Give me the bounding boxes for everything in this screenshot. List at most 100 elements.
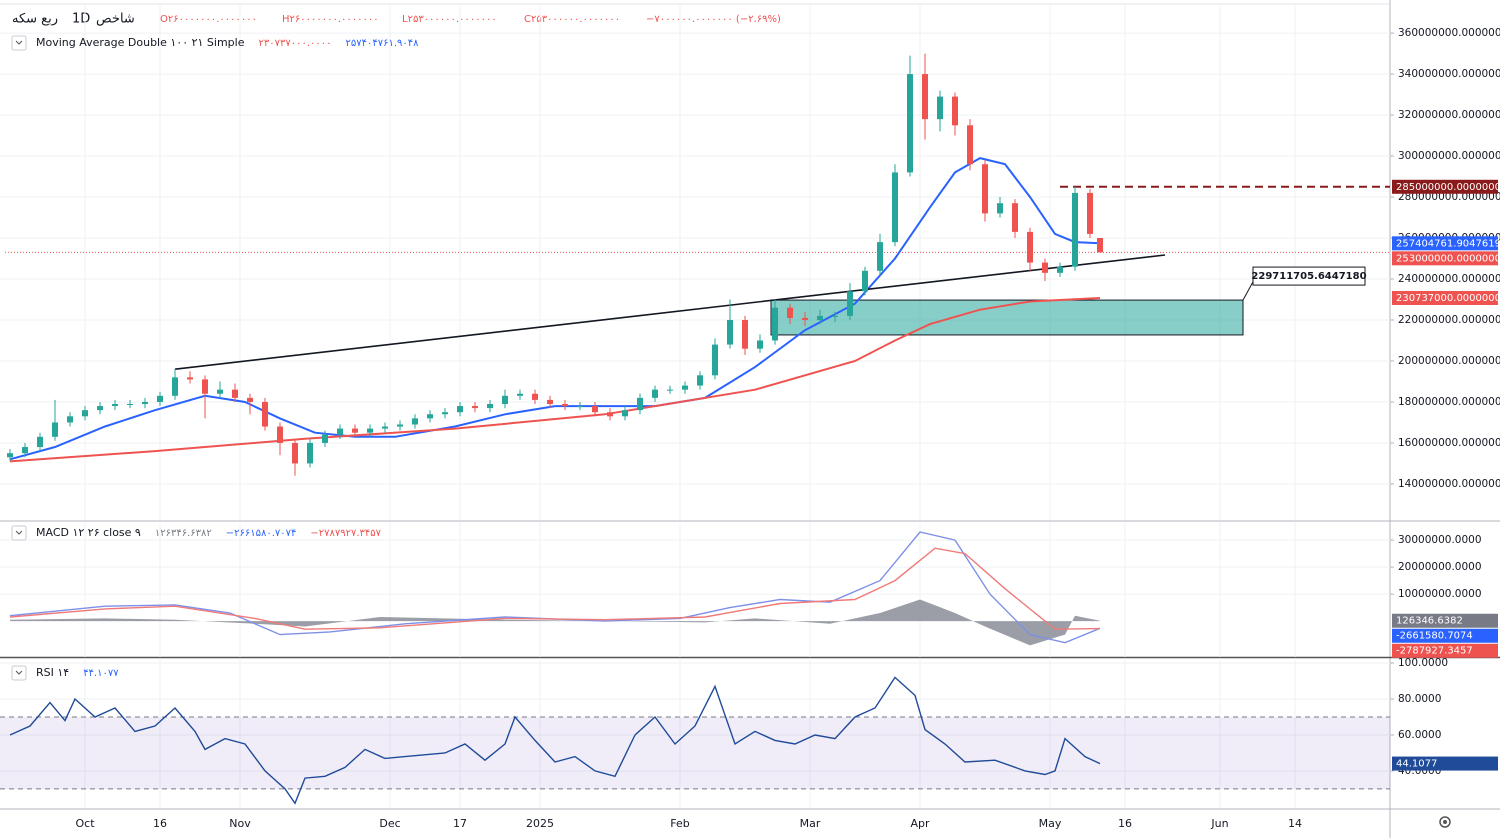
candle-body <box>922 74 928 120</box>
series-line <box>9 547 1101 630</box>
candle-body <box>877 242 883 271</box>
candle-body <box>382 426 388 429</box>
legend-title: MACD ۱۲ ۲۶ close ۹ <box>36 526 141 539</box>
legend-toggle[interactable] <box>11 35 27 51</box>
candle-body <box>502 395 508 405</box>
price-tag-label: 44.1077 <box>1396 759 1437 770</box>
candle-body <box>112 404 118 407</box>
legend-value: −۲۶۶۱۵۸۰.۷۰۷۴ <box>226 528 297 539</box>
y-tick-label: 100.0000 <box>1398 657 1448 669</box>
y-tick-label: 60.0000 <box>1398 729 1441 741</box>
legend-value: ۲۵۷۴۰۴۷۶۱.۹۰۴۸ <box>346 38 420 49</box>
price-tag-label: 285000000.0000000 <box>1396 182 1500 193</box>
y-tick-label: 140000000.0000000 <box>1398 478 1500 490</box>
y-tick-label: 360000000.0000000 <box>1398 27 1500 39</box>
candle-body <box>832 315 838 317</box>
candle-body <box>847 291 853 316</box>
candle-body <box>547 399 553 405</box>
ohlc-change: −۷۰۰۰۰۰۰.۰۰۰۰۰۰۰ (−۲.۶۹%) <box>646 14 781 25</box>
candle-body <box>247 397 253 402</box>
x-tick-label: Nov <box>229 817 251 830</box>
settings-icon[interactable] <box>1439 816 1451 828</box>
price-tag-label: -2661580.7074 <box>1396 631 1473 642</box>
candle-body <box>217 389 223 394</box>
price-tag-label: -2787927.3457 <box>1396 646 1473 657</box>
ohlc-open: O۲۶۰۰۰۰۰۰۰.۰۰۰۰۰۰۰ <box>160 14 257 25</box>
candle-body <box>277 426 283 443</box>
callout-label: 229711705.6447180 <box>1251 271 1366 282</box>
candle-body <box>637 397 643 411</box>
candle-body <box>667 389 673 391</box>
candle-body <box>517 393 523 396</box>
x-tick-label: 16 <box>153 817 167 830</box>
ohlc-close: C۲۵۳۰۰۰۰۰۰.۰۰۰۰۰۰۰ <box>524 14 620 25</box>
y-tick-label: 280000000.0000000 <box>1398 191 1500 203</box>
x-tick-label: May <box>1039 817 1062 830</box>
candle-body <box>1087 192 1093 234</box>
y-tick-label: 30000000.0000 <box>1398 534 1482 546</box>
series-line <box>9 676 1101 805</box>
candle-body <box>22 447 28 454</box>
candle-body <box>967 125 973 165</box>
y-tick-label: 320000000.0000000 <box>1398 109 1500 121</box>
pane: 360000000.0000000 340000000.0000000 320000… <box>0 27 1500 490</box>
x-tick-label: Oct <box>75 817 95 830</box>
candle-body <box>457 406 463 413</box>
candle-body <box>592 406 598 413</box>
candle-body <box>487 404 493 409</box>
legend-title: Moving Average Double ۱۰۰ ۲۱ Simple <box>36 36 245 49</box>
candle-body <box>757 340 763 349</box>
x-tick-label: Mar <box>800 817 821 830</box>
candle-body <box>172 377 178 396</box>
candle-body <box>952 96 958 126</box>
candle-body <box>52 422 58 437</box>
exchange: شاخص <box>96 12 135 27</box>
candle-body <box>412 418 418 425</box>
callout-box <box>1252 266 1366 286</box>
price-tag <box>1392 643 1498 658</box>
price-tag-label: 230737000.0000000 <box>1396 293 1500 304</box>
candle-body <box>1012 203 1018 232</box>
x-tick-label: 14 <box>1288 817 1302 830</box>
y-tick-label: 20000000.0000 <box>1398 561 1482 573</box>
pane: 30000000.0000 20000000.0000 10000000.0000 M… <box>0 525 1498 658</box>
candle-body <box>127 404 133 406</box>
candle-body <box>1072 192 1078 267</box>
price-tag <box>1392 290 1498 305</box>
candle-body <box>337 428 343 435</box>
x-tick-label: 17 <box>453 817 467 830</box>
candle-body <box>697 375 703 386</box>
legend-toggle[interactable] <box>11 665 27 681</box>
legend-toggle[interactable] <box>11 525 27 541</box>
candle-body <box>742 319 748 349</box>
candle-body <box>367 428 373 433</box>
candle-body <box>652 389 658 398</box>
ohlc-low: L۲۵۳۰۰۰۰۰۰.۰۰۰۰۰۰۰ <box>402 14 497 25</box>
candle-body <box>1057 266 1063 273</box>
price-tag <box>1392 628 1498 643</box>
candle-body <box>232 389 238 398</box>
symbol: ربع سکه <box>12 12 58 27</box>
y-tick-label: 240000000.0000000 <box>1398 273 1500 285</box>
candle-body <box>1042 262 1048 273</box>
legend-chevron <box>15 40 23 45</box>
candle-body <box>202 379 208 394</box>
candle-body <box>622 410 628 417</box>
x-tick-label: Feb <box>670 817 689 830</box>
candle-body <box>982 164 988 214</box>
y-tick-label: 340000000.0000000 <box>1398 68 1500 80</box>
candle-body <box>397 424 403 427</box>
candle-body <box>7 453 13 458</box>
candle-body <box>37 436 43 448</box>
x-tick-label: Jun <box>1210 817 1228 830</box>
candle-body <box>1027 231 1033 263</box>
y-tick-label: 160000000.0000000 <box>1398 437 1500 449</box>
candle-body <box>262 401 268 427</box>
legend-chevron <box>15 670 23 675</box>
candle-body <box>862 270 868 292</box>
band-fill <box>0 716 1390 789</box>
trendline <box>174 254 1166 370</box>
